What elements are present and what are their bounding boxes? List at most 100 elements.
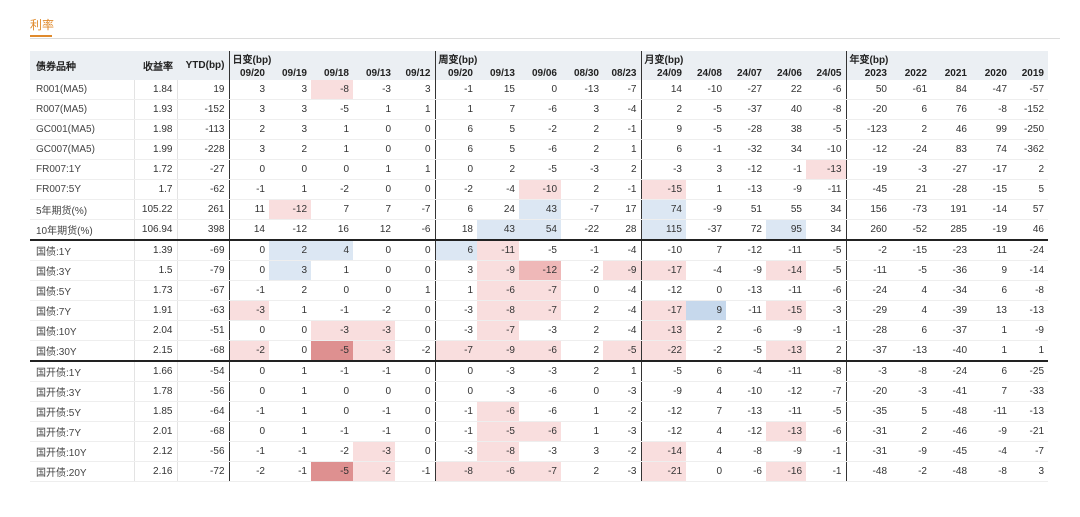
change-cell: 0 <box>353 119 395 140</box>
change-cell: 16 <box>311 219 353 241</box>
change-cell: -13 <box>766 421 806 442</box>
change-cell: 0 <box>395 441 435 462</box>
change-cell: 0 <box>434 381 477 402</box>
change-cell: -12 <box>519 260 561 281</box>
change-cell: 0 <box>686 280 726 301</box>
change-cell: -5 <box>806 119 846 140</box>
yield-value: 2.01 <box>134 421 178 442</box>
change-cell: 74 <box>640 199 686 220</box>
header-period: 24/07 <box>726 66 766 80</box>
yield-value: 105.22 <box>134 199 178 220</box>
header-period: 09/18 <box>311 66 353 80</box>
change-cell: -5 <box>891 260 931 281</box>
change-cell: 2 <box>561 139 603 160</box>
change-cell: -6 <box>519 401 561 422</box>
change-cell: -1 <box>806 461 846 482</box>
table-row: 国债:3Y 1.5 -79 0 3 1 0 0 3 -9 -12 -2 -9 -17 -4 -9 -14 -5 -1… <box>30 260 1048 281</box>
change-cell: -41 <box>931 381 971 402</box>
change-cell: 0 <box>228 239 269 261</box>
change-cell: -1 <box>434 421 477 442</box>
change-cell: 99 <box>971 119 1011 140</box>
change-cell: 1 <box>269 360 311 382</box>
change-cell: -2 <box>603 401 641 422</box>
change-cell: -8 <box>726 441 766 462</box>
change-cell: 3 <box>1011 461 1048 482</box>
change-cell: 0 <box>395 381 435 402</box>
bond-name: 国债:30Y <box>30 340 135 362</box>
change-cell: -14 <box>640 441 686 462</box>
table-row: 国开债:3Y 1.78 -56 0 1 0 0 0 0 -3 -6 0 -3 -9 4 -10 -12 -7 -20… <box>30 381 1048 402</box>
change-cell: -6 <box>806 421 846 442</box>
change-cell: -61 <box>891 80 931 100</box>
table-row: 10年期货(%) 106.94 398 14 -12 16 12 -6 18 43 54 -22 28 1… <box>30 219 1048 241</box>
yield-value: 1.39 <box>134 239 178 261</box>
change-cell: -11 <box>806 179 846 200</box>
change-cell: -9 <box>891 441 931 462</box>
change-cell: -37 <box>845 340 891 362</box>
change-cell: -6 <box>806 280 846 301</box>
change-cell: 7 <box>477 99 519 120</box>
change-cell: 0 <box>561 280 603 301</box>
change-cell: 13 <box>971 300 1011 321</box>
bond-name: 国债:5Y <box>30 280 135 301</box>
change-cell: 7 <box>353 199 395 220</box>
change-cell: -6 <box>519 139 561 160</box>
yield-value: 1.99 <box>134 139 178 160</box>
change-cell: -1 <box>311 300 353 321</box>
change-cell: -11 <box>766 401 806 422</box>
change-cell: -1 <box>311 421 353 442</box>
change-cell: 18 <box>434 219 477 241</box>
change-cell: 84 <box>931 80 971 100</box>
change-cell: 5 <box>891 401 931 422</box>
change-cell: -4 <box>603 320 641 341</box>
yield-value: 106.94 <box>134 219 178 241</box>
change-cell: -1 <box>806 320 846 341</box>
change-cell: -5 <box>806 401 846 422</box>
change-cell: -33 <box>1011 381 1048 402</box>
change-cell: -3 <box>640 159 686 180</box>
change-cell: 50 <box>845 80 891 100</box>
change-cell: -35 <box>845 401 891 422</box>
ytd-value: -79 <box>177 260 229 281</box>
change-cell: 15 <box>477 80 519 100</box>
change-cell: 0 <box>311 401 353 422</box>
change-cell: -9 <box>1011 320 1048 341</box>
change-cell: -2 <box>353 461 395 482</box>
change-cell: -362 <box>1011 139 1048 160</box>
ytd-value: -63 <box>177 300 229 321</box>
change-cell: 54 <box>519 219 561 241</box>
change-cell: -28 <box>845 320 891 341</box>
table-row: 5年期货(%) 105.22 261 11 -12 7 7 -7 6 24 43 -7 17 74 -9 51… <box>30 199 1048 220</box>
rates-table: 债券品种 收益率 YTD(bp) 日变(bp) 周变(bp) 月变(bp) 年变(bp) 0… <box>30 51 1048 482</box>
ytd-value: -64 <box>177 401 229 422</box>
table-row: GC001(MA5) 1.98 -113 2 3 1 0 0 6 5 -2 2 -1 9 -5 -28 38 -5… <box>30 119 1048 140</box>
change-cell: -37 <box>726 99 766 120</box>
change-cell: -3 <box>561 159 603 180</box>
change-cell: 5 <box>1011 179 1048 200</box>
change-cell: -22 <box>640 340 686 362</box>
change-cell: -37 <box>686 219 726 241</box>
change-cell: 9 <box>640 119 686 140</box>
tab-rates[interactable]: 利率 <box>30 18 55 32</box>
change-cell: -5 <box>311 99 353 120</box>
change-cell: -9 <box>766 320 806 341</box>
change-cell: -3 <box>519 441 561 462</box>
change-cell: -6 <box>726 461 766 482</box>
change-cell: -8 <box>477 300 519 321</box>
change-cell: 74 <box>971 139 1011 160</box>
yield-value: 1.85 <box>134 401 178 422</box>
change-cell: 6 <box>686 360 726 382</box>
change-cell: -7 <box>395 199 435 220</box>
change-cell: 0 <box>395 119 435 140</box>
change-cell: 1 <box>353 159 395 180</box>
change-cell: -9 <box>477 260 519 281</box>
change-cell: -3 <box>311 320 353 341</box>
change-cell: -250 <box>1011 119 1048 140</box>
change-cell: -3 <box>353 320 395 341</box>
header-period: 2019 <box>1011 66 1048 80</box>
change-cell: -12 <box>640 280 686 301</box>
change-cell: -6 <box>726 320 766 341</box>
change-cell: -7 <box>434 340 477 362</box>
change-cell: 285 <box>931 219 971 241</box>
bond-name: GC007(MA5) <box>30 139 135 160</box>
